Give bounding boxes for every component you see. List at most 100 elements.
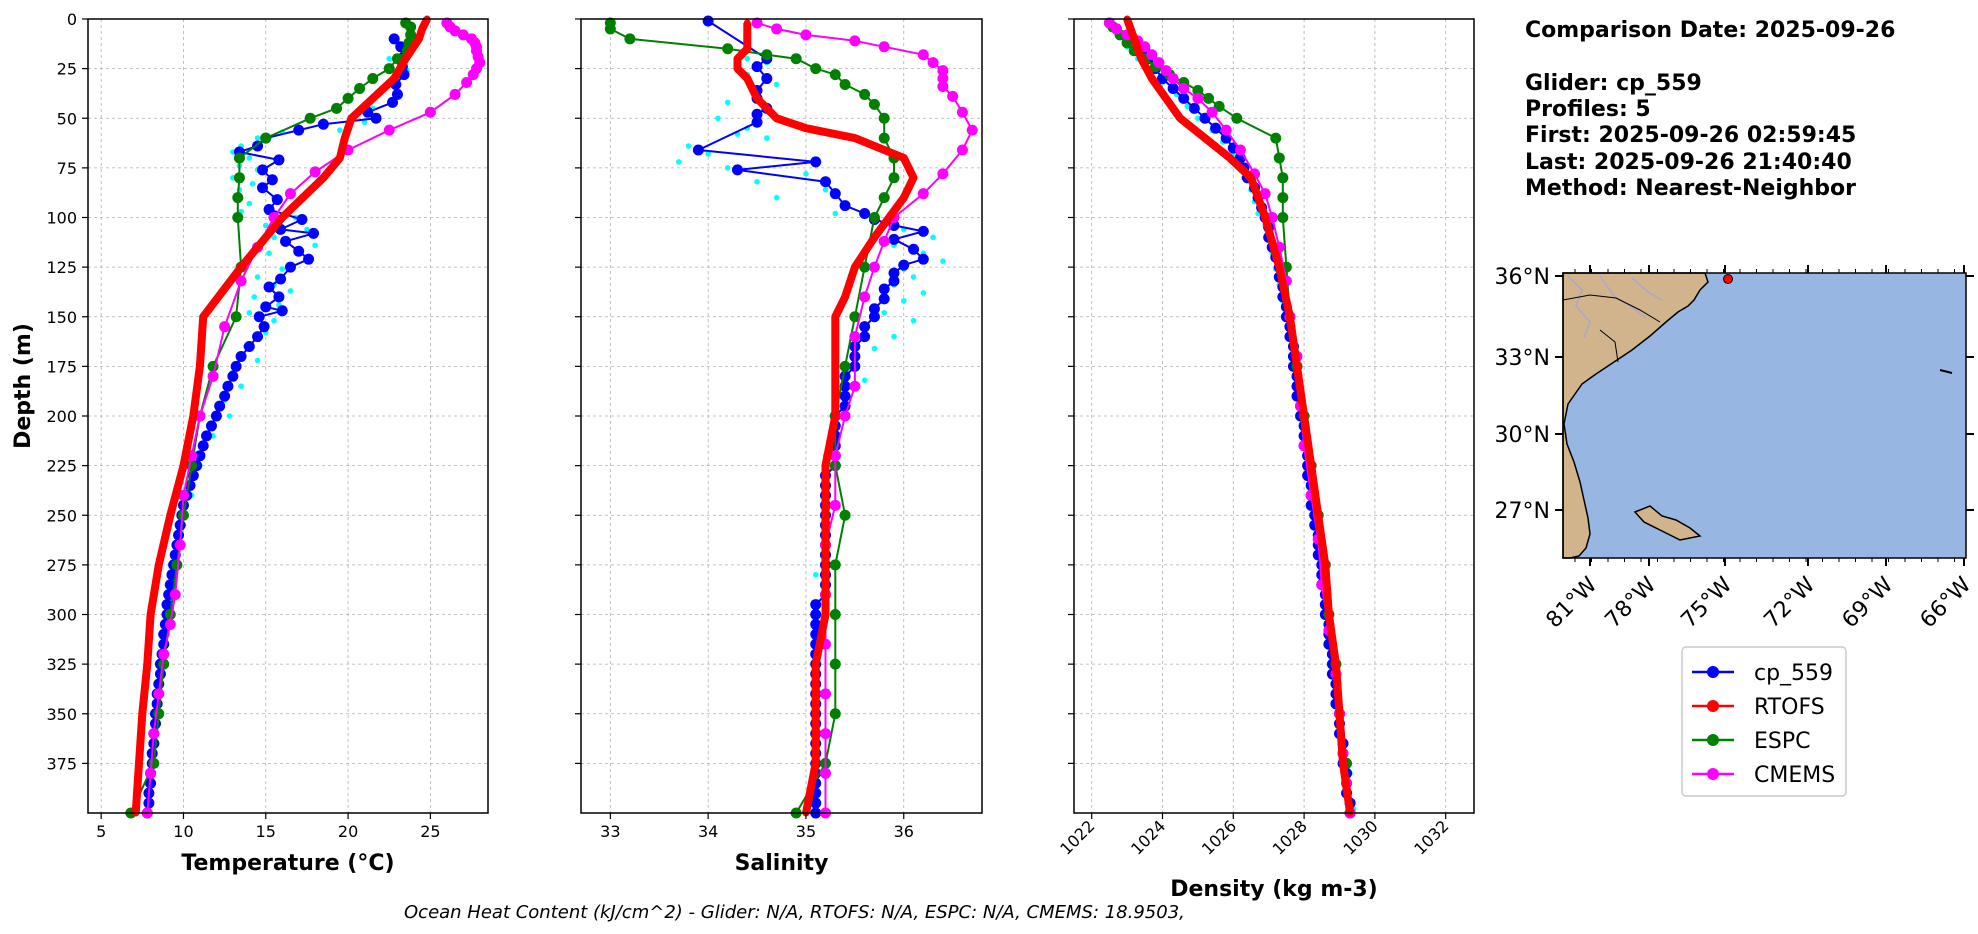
raw-glider-point [754,178,760,185]
y-tick-label: 100 [46,209,77,228]
data-point [1146,49,1158,61]
x-tick-label: 33 [600,822,620,841]
data-point [387,96,399,108]
data-point [253,311,265,323]
data-point [153,688,165,700]
data-point [317,118,329,130]
data-point [331,102,343,114]
legend-label: CMEMS [1754,763,1835,788]
series-rtofs [733,19,918,817]
series-line [129,22,412,814]
raw-glider-point [246,309,253,316]
data-point [956,106,968,118]
data-point [1153,57,1165,69]
map-lon-label: 69°W [1838,572,1899,633]
data-point [1259,188,1271,200]
data-point [273,291,285,303]
data-point [878,132,890,144]
data-point [849,331,861,343]
data-point [927,57,939,69]
x-axis-label: Density (kg m-3) [1170,877,1378,902]
data-point [1335,710,1343,718]
raw-glider-point [676,159,682,165]
data-point [751,108,763,120]
raw-glider-point [254,357,261,364]
data-point [851,263,859,271]
x-tick-label: 1026 [1198,816,1240,858]
data-point [829,609,841,620]
series-cp-559 [141,33,410,819]
data-point [271,194,283,206]
y-tick-label: 0 [67,10,77,29]
x-tick-label: 5 [96,822,106,841]
x-tick-label: 1022 [1056,816,1098,858]
raw-glider-point [312,242,318,249]
raw-glider-point [910,274,917,280]
data-point [256,182,268,194]
raw-glider-point [1184,103,1191,110]
data-point [1110,23,1122,35]
legend-swatch-marker [1707,700,1719,712]
map-lat-label: 33°N [1495,346,1550,371]
data-point [284,261,296,273]
data-point [367,73,379,85]
data-point [733,55,741,63]
series-line [733,23,918,814]
data-point [1127,25,1135,33]
glider-location-marker [1723,274,1733,284]
data-point [937,73,949,85]
data-point [194,450,206,462]
data-point [207,370,219,382]
data-point [1273,152,1285,164]
data-point [457,29,469,41]
data-point [822,511,830,519]
data-point [1137,55,1145,63]
data-point [917,49,929,61]
raw-glider-point [773,194,780,201]
map-island [1939,369,1953,374]
raw-glider-point [832,210,839,217]
data-point [304,112,316,124]
data-point [849,35,861,47]
raw-glider-point [361,119,368,126]
y-tick-label: 175 [46,357,77,376]
data-point [829,188,841,200]
raw-glider-point [881,309,887,316]
last-time: Last: 2025-09-26 21:40:40 [1525,150,1852,175]
y-tick-label: 250 [46,506,77,525]
data-point [383,63,395,75]
data-point [1234,144,1246,156]
data-point [722,43,734,55]
data-point [158,648,170,660]
data-point [1178,92,1190,104]
map-lat-label: 36°N [1495,265,1550,290]
raw-glider-point [279,266,286,272]
series-rtofs [1123,15,1355,817]
data-point [1176,114,1184,122]
data-point [227,370,239,382]
data-point [319,174,327,182]
data-point [148,728,160,740]
legend: cp_559 RTOFS ESPC CMEMS [1681,646,1847,797]
series-espc [604,17,900,819]
y-tick-label: 50 [57,109,77,128]
data-point [733,65,741,73]
raw-glider-point [226,413,233,419]
data-point [810,618,822,630]
data-point [449,88,461,100]
data-point [1277,212,1289,223]
data-point [829,708,841,720]
data-point [171,559,183,571]
raw-glider-point [910,317,917,324]
data-point [910,174,918,182]
data-point [810,156,822,168]
inset-map: 36°N 33°N 30°N 27°N 81°W78°W 75°W 72°W 69°W 66°W [1495,265,1976,633]
data-point [347,114,355,122]
series-cmems [751,17,978,819]
data-point [256,164,268,176]
y-tick-label: 150 [46,308,77,327]
data-point [424,106,436,118]
data-point [751,61,763,73]
data-point [878,41,890,53]
data-point [878,283,890,295]
